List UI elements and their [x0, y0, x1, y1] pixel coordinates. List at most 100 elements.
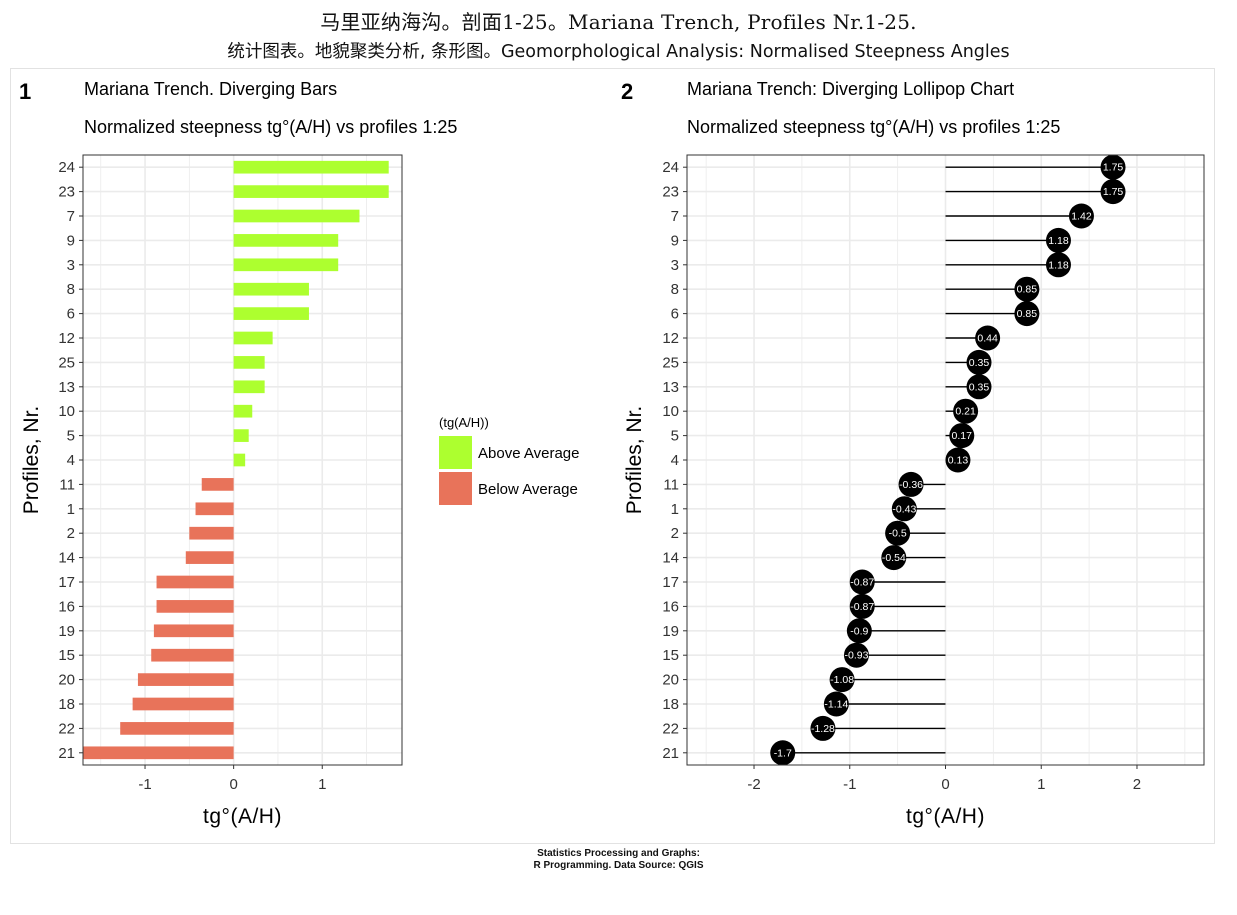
legend-label: Below Average	[478, 481, 578, 498]
data-label: -0.36	[899, 479, 923, 491]
y-tick-label: 25	[58, 354, 75, 371]
bar	[233, 185, 389, 198]
y-axis-title: Profiles, Nr.	[623, 406, 646, 515]
y-tick-label: 21	[662, 745, 679, 762]
bar	[233, 234, 339, 247]
y-tick-label: 3	[671, 257, 679, 274]
x-tick-label: -1	[138, 776, 151, 793]
bar	[195, 502, 234, 516]
data-label: 0.21	[955, 406, 976, 418]
legend-swatch	[439, 436, 472, 469]
lollipop-dot	[1100, 154, 1126, 180]
y-tick-label: 11	[663, 476, 679, 493]
lollipop-dot	[885, 520, 911, 546]
lollipop-dot	[849, 569, 875, 595]
lollipop-dot	[1014, 301, 1040, 327]
data-label: 1.75	[1103, 186, 1124, 198]
data-label: -1.28	[811, 723, 835, 735]
bar	[153, 624, 234, 638]
lollipop-dot	[1014, 276, 1040, 302]
lollipop-dot	[1068, 203, 1094, 229]
y-tick-label: 14	[662, 550, 679, 567]
y-tick-label: 7	[671, 208, 679, 225]
bar	[132, 697, 234, 711]
page-title: 马里亚纳海沟。剖面1-25。Mariana Trench, Profiles N…	[320, 10, 917, 34]
panel-tag: 2	[621, 79, 633, 104]
bar	[233, 429, 249, 442]
lollipop-dot	[891, 496, 917, 522]
panel-tag: 1	[19, 79, 31, 104]
y-tick-label: 5	[671, 428, 679, 445]
y-tick-label: 12	[58, 330, 75, 347]
legend-label: Above Average	[478, 445, 579, 462]
page-subtitle: 统计图表。地貌聚类分析, 条形图。Geomorphological Analys…	[227, 42, 1010, 62]
y-tick-label: 16	[662, 598, 679, 615]
bar	[156, 600, 234, 613]
y-tick-label: 9	[671, 232, 679, 249]
data-label: -0.5	[889, 528, 907, 540]
y-tick-label: 22	[662, 720, 679, 737]
bar	[233, 160, 389, 174]
bar	[233, 331, 273, 345]
y-tick-label: 7	[67, 208, 75, 225]
y-tick-label: 23	[662, 184, 679, 201]
lollipop-dot	[770, 740, 796, 766]
data-label: 0.17	[952, 430, 973, 442]
x-axis-title: tg°(A/H)	[203, 805, 282, 828]
bar	[233, 380, 265, 394]
lollipop-dot	[966, 374, 992, 400]
bar	[233, 307, 309, 320]
lollipop-dot	[829, 667, 855, 693]
lollipop-dot	[1045, 252, 1071, 278]
y-tick-label: 16	[58, 598, 75, 615]
y-tick-label: 20	[662, 672, 679, 689]
bar	[233, 404, 253, 418]
data-label: 1.18	[1048, 235, 1069, 247]
y-tick-label: 14	[58, 550, 75, 567]
lollipop-dot	[843, 642, 869, 668]
data-label: 1.75	[1103, 162, 1124, 174]
lollipop-dot	[810, 715, 836, 741]
x-tick-label: 0	[941, 776, 949, 793]
data-label: -1.7	[774, 747, 792, 759]
y-tick-label: 12	[662, 330, 679, 347]
y-tick-label: 20	[58, 672, 75, 689]
data-label: -0.43	[892, 503, 916, 515]
y-tick-label: 4	[67, 452, 75, 469]
lollipop-dot	[1045, 227, 1071, 253]
y-tick-label: 2	[671, 525, 679, 542]
bar	[120, 722, 234, 735]
lollipop-dot	[945, 447, 971, 473]
y-tick-label: 18	[662, 696, 679, 713]
bar	[185, 551, 234, 564]
legend: (tg(A/H)) Above Average Below Average	[439, 415, 579, 505]
y-tick-label: 11	[59, 476, 75, 493]
y-tick-label: 19	[58, 623, 75, 640]
y-tick-label: 17	[58, 574, 75, 591]
lollipop-dot	[881, 545, 907, 571]
chart-title: Mariana Trench: Diverging Lollipop Chart	[687, 79, 1014, 99]
bar	[83, 746, 234, 760]
figure-frame	[10, 68, 1215, 844]
y-tick-label: 24	[662, 159, 679, 176]
x-tick-label: 0	[229, 776, 237, 793]
legend-swatch	[439, 472, 472, 505]
y-tick-label: 6	[671, 306, 679, 323]
x-axis-title: tg°(A/H)	[906, 805, 985, 828]
chart-title: Mariana Trench. Diverging Bars	[84, 79, 337, 99]
data-label: 0.35	[969, 381, 990, 393]
data-label: -0.54	[882, 552, 906, 564]
lollipop-dot	[846, 618, 872, 644]
x-tick-label: -1	[843, 776, 856, 793]
lollipop-dot	[898, 471, 924, 497]
y-tick-label: 8	[67, 281, 75, 298]
footer-credits: Statistics Processing and Graphs: R Prog…	[0, 848, 1237, 872]
y-tick-label: 8	[671, 281, 679, 298]
footer-line-1: Statistics Processing and Graphs:	[537, 848, 700, 859]
data-label: 0.35	[969, 357, 990, 369]
y-tick-label: 15	[58, 647, 75, 664]
y-tick-label: 10	[58, 403, 75, 420]
x-tick-label: 1	[1037, 776, 1045, 793]
data-label: -0.87	[850, 577, 874, 589]
y-tick-label: 25	[662, 354, 679, 371]
